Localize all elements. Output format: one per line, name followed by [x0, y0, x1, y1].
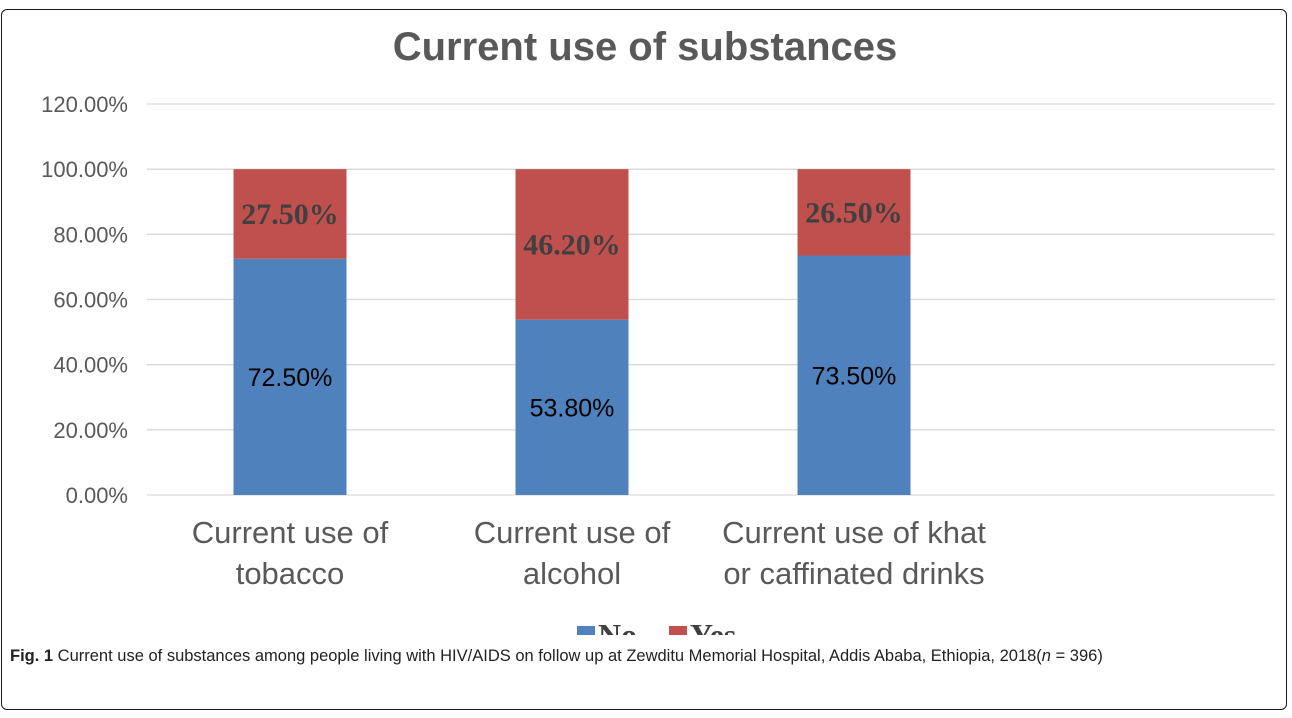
y-tick-label: 80.00%: [53, 222, 128, 247]
caption-n-value: = 396): [1050, 647, 1103, 665]
bar-yes: [797, 169, 911, 256]
bar-yes: [515, 169, 629, 320]
data-label-yes: 26.50%: [805, 196, 903, 229]
legend-label-no: No: [598, 617, 637, 635]
bar-no: [797, 255, 911, 495]
caption-n-symbol: n: [1041, 647, 1051, 665]
bar-no: [515, 319, 629, 495]
bar-yes: [233, 169, 347, 259]
figure-frame: Current use of substances 0.00% 20.00% 40.…: [1, 9, 1287, 710]
chart-title: Current use of substances: [393, 25, 898, 69]
legend-swatch-yes: [669, 626, 687, 635]
legend-label-yes: Yes: [690, 617, 736, 635]
data-label-no: 73.50%: [812, 362, 897, 390]
x-tick-label: or caffinated drinks: [723, 556, 984, 591]
bars: [233, 169, 911, 495]
figure-caption: Fig. 1 Current use of substances among p…: [10, 644, 1280, 668]
y-tick-label: 100.00%: [41, 157, 128, 182]
figure-label: Fig. 1: [10, 647, 54, 665]
data-label-yes: 27.50%: [241, 198, 339, 231]
x-tick-label: Current use of khat: [722, 515, 986, 550]
y-tick-label: 40.00%: [53, 353, 128, 378]
data-label-yes: 46.20%: [523, 228, 621, 261]
chart: Current use of substances 0.00% 20.00% 40.…: [41, 25, 1275, 635]
bar-no: [233, 258, 347, 495]
caption-text: Current use of substances among people l…: [53, 647, 1042, 665]
x-tick-label: Current use of: [192, 515, 389, 550]
y-tick-label: 60.00%: [53, 288, 128, 313]
legend-swatch-no: [577, 626, 595, 635]
x-tick-label: alcohol: [523, 556, 621, 591]
x-tick-label: Current use of: [474, 515, 671, 550]
data-labels: 72.50% 27.50% 53.80% 46.20% 73.50% 26.50%: [241, 196, 903, 422]
data-label-no: 72.50%: [248, 364, 333, 392]
y-tick-label: 20.00%: [53, 418, 128, 443]
x-tick-label: tobacco: [236, 556, 345, 591]
legend: No Yes: [577, 617, 736, 635]
y-axis-ticks: 0.00% 20.00% 40.00% 60.00% 80.00% 100.00% 120.…: [41, 92, 128, 508]
x-axis-ticks: Current use of tobacco Current use of alcoh…: [192, 515, 986, 591]
data-label-no: 53.80%: [530, 394, 615, 422]
y-tick-label: 120.00%: [41, 92, 128, 117]
y-tick-label: 0.00%: [66, 483, 128, 508]
